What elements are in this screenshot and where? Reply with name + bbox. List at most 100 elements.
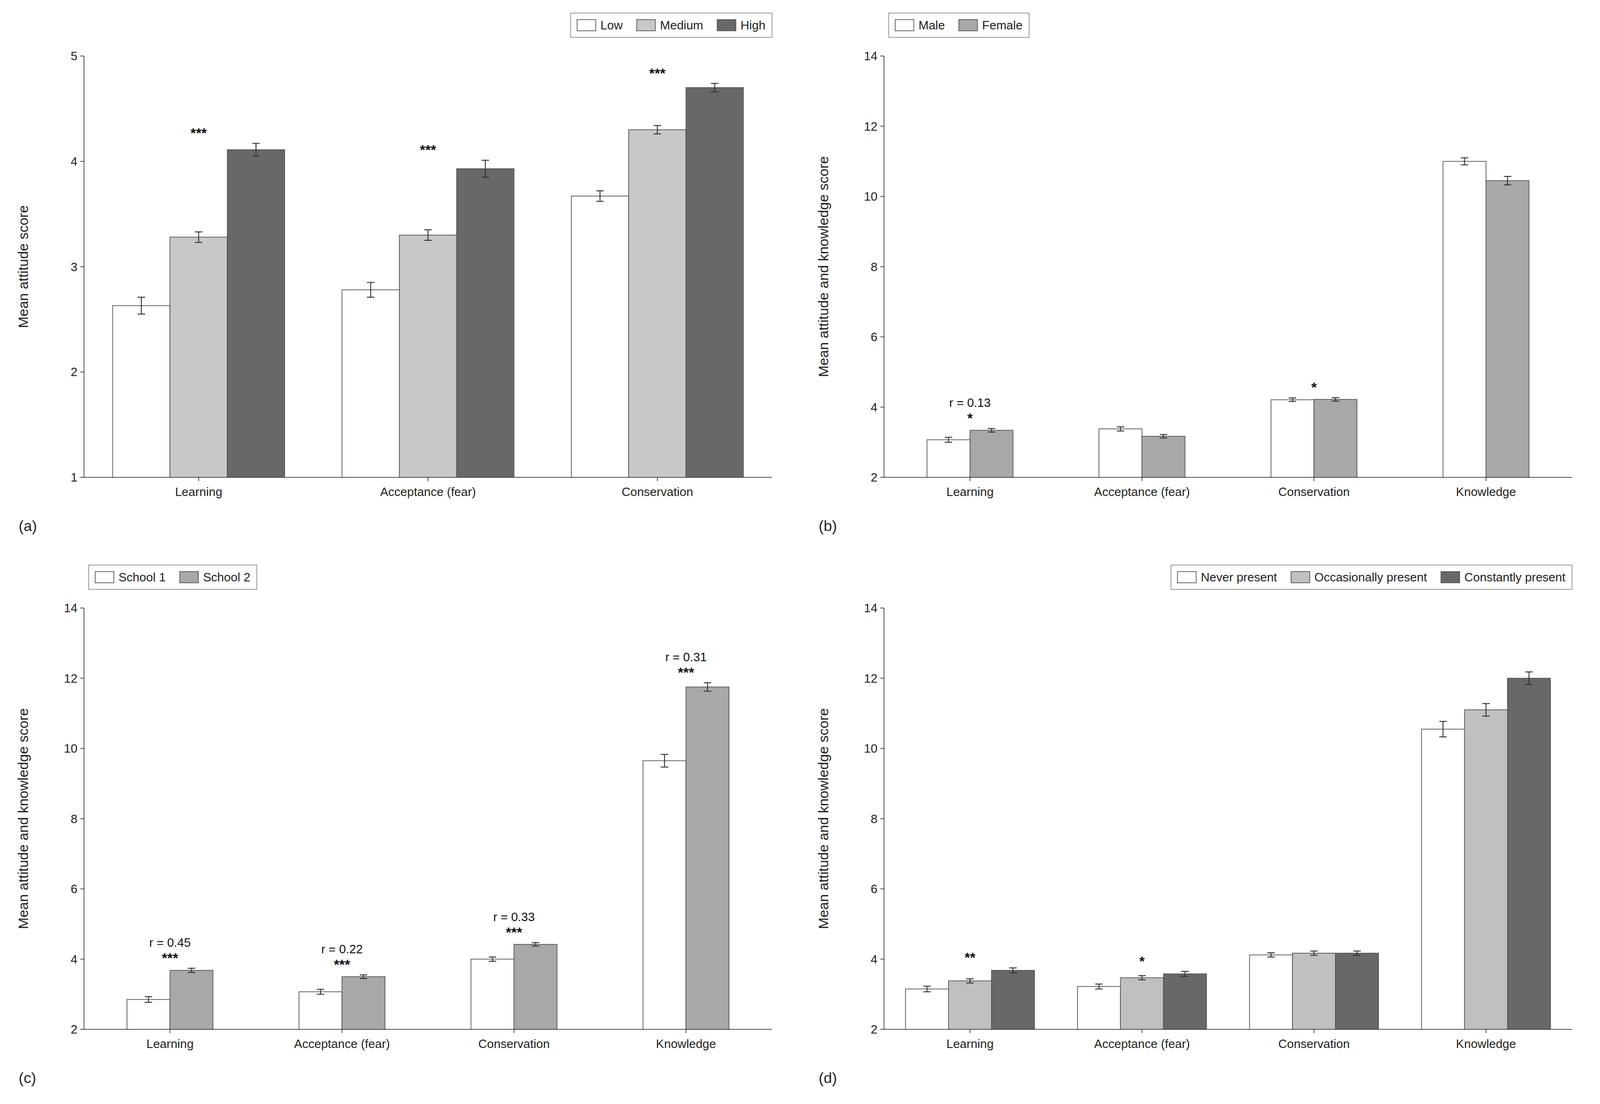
- error-cap: [1310, 954, 1318, 956]
- error-line: [190, 968, 192, 973]
- bar: [514, 944, 558, 1030]
- y-tick-label: 1: [70, 470, 78, 485]
- annotation: ***: [677, 664, 695, 680]
- error-cap: [488, 956, 497, 958]
- error-bar: [366, 282, 375, 298]
- bar: [948, 980, 992, 1030]
- bar: [1464, 709, 1508, 1030]
- bar: [927, 439, 971, 478]
- bar: [642, 760, 686, 1030]
- x-tick: [513, 1029, 515, 1034]
- error-cap: [711, 83, 719, 84]
- error-cap: [1138, 975, 1146, 977]
- error-line: [1356, 950, 1358, 956]
- y-tick-label: 2: [70, 1022, 78, 1037]
- bar: [1249, 954, 1293, 1030]
- y-tick: [880, 406, 885, 408]
- error-cap: [1267, 952, 1275, 954]
- page: {"chart_data": [ {"type": "bar", "title"…: [0, 0, 1600, 1104]
- legend-label: Constantly present: [1464, 570, 1566, 585]
- error-bar: [1310, 950, 1318, 956]
- error-cap: [660, 754, 669, 755]
- legend-frame: [570, 13, 773, 38]
- legend-label: Occasionally present: [1314, 570, 1428, 585]
- y-tick: [80, 476, 84, 478]
- error-line: [663, 754, 665, 768]
- error-bar: [923, 985, 931, 992]
- plot-area: [126, 682, 729, 1030]
- y-tick: [880, 476, 885, 478]
- bar: [991, 970, 1035, 1030]
- bar: [628, 129, 686, 478]
- error-cap: [359, 978, 368, 979]
- annotation: r = 0.31: [665, 649, 707, 664]
- error-line: [320, 989, 322, 995]
- bar: [1486, 180, 1530, 478]
- legend-swatch: [1440, 571, 1460, 583]
- legend-swatch: [958, 19, 978, 31]
- y-tick: [880, 888, 885, 890]
- error-cap: [660, 766, 669, 768]
- bar: [685, 686, 729, 1030]
- y-tick-label: 4: [870, 952, 878, 967]
- bar: [342, 976, 385, 1030]
- bar: [1313, 399, 1357, 478]
- annotation: *: [1311, 379, 1317, 395]
- x-tick: [1313, 477, 1315, 482]
- plot-area: [927, 157, 1530, 478]
- legend-label: High: [740, 18, 766, 33]
- x-tick-label: Knowledge: [1455, 1036, 1517, 1051]
- panel-label: (c): [18, 1069, 36, 1087]
- y-tick-label: 6: [870, 881, 878, 896]
- error-bar: [252, 143, 260, 156]
- error-cap: [1353, 950, 1361, 952]
- error-line: [1270, 952, 1272, 958]
- error-bar: [1267, 952, 1275, 958]
- error-bar: [187, 968, 196, 973]
- figure: 12345LearningAcceptance (fear)Conservati…: [0, 0, 1600, 1104]
- annotation: ***: [161, 950, 179, 966]
- error-bar: [1181, 971, 1189, 977]
- error-cap: [1525, 684, 1533, 685]
- error-cap: [1288, 400, 1297, 402]
- series: [112, 190, 629, 478]
- error-cap: [1482, 715, 1490, 717]
- panel-label: (a): [18, 517, 37, 535]
- bar: [1098, 428, 1142, 478]
- x-tick-label: Knowledge: [656, 1036, 717, 1051]
- panel: 2468101214LearningAcceptance (fear)Conse…: [15, 565, 773, 1100]
- y-tick-label: 2: [70, 364, 78, 379]
- error-cap: [653, 133, 662, 135]
- legend-swatch: [1177, 571, 1197, 583]
- error-bar: [987, 428, 996, 433]
- error-bar: [1439, 721, 1447, 737]
- error-cap: [1310, 950, 1318, 952]
- y-tick-label: 8: [70, 811, 78, 826]
- y-tick: [880, 958, 885, 960]
- error-cap: [137, 313, 146, 315]
- bar: [1421, 729, 1465, 1030]
- y-tick: [880, 195, 885, 197]
- error-cap: [137, 296, 146, 298]
- y-tick-label: 5: [70, 48, 78, 63]
- error-cap: [987, 427, 996, 429]
- y-tick: [80, 677, 84, 679]
- y-tick: [880, 818, 885, 820]
- y-tick-label: 12: [864, 671, 878, 686]
- error-cap: [923, 985, 931, 987]
- panel: 2468101214LearningAcceptance (fear)Conse…: [815, 13, 1573, 548]
- error-bar: [1460, 157, 1469, 165]
- x-axis-line: [884, 476, 1573, 478]
- y-tick-label: 8: [870, 259, 878, 274]
- x-tick: [1141, 1029, 1143, 1034]
- error-cap: [1460, 164, 1469, 166]
- x-tick: [685, 1029, 687, 1034]
- y-axis-label: Mean attitude and knowledge score: [15, 708, 31, 930]
- series: [126, 754, 686, 1030]
- error-cap: [944, 436, 953, 438]
- error-bar: [144, 996, 153, 1003]
- error-line: [1528, 671, 1530, 685]
- bar: [1077, 986, 1121, 1030]
- y-tick: [80, 818, 84, 820]
- legend-label: Never present: [1201, 570, 1278, 585]
